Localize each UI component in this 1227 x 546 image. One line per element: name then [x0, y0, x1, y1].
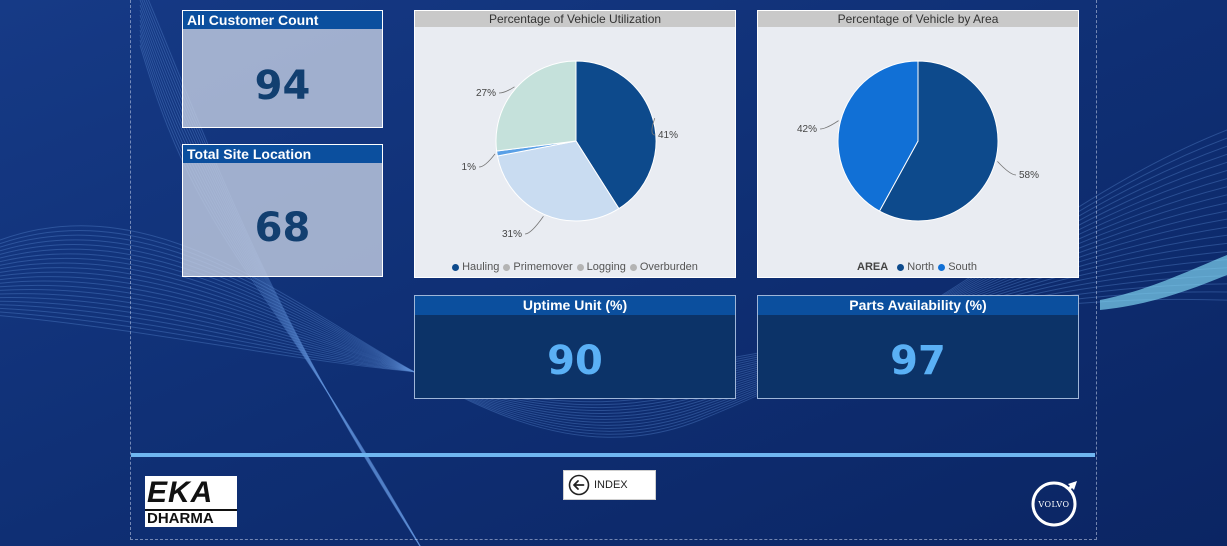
legend-item-hauling[interactable]: Hauling	[452, 261, 499, 273]
parts-availability-value: 97	[890, 338, 946, 384]
all-customer-count-label: All Customer Count	[183, 11, 382, 29]
dharma-logo-text: DHARMA	[147, 510, 214, 527]
legend-item-primemover[interactable]: Primemover	[503, 261, 573, 273]
report-canvas	[130, 0, 1097, 540]
uptime-unit-value: 90	[547, 338, 603, 384]
legend-label: South	[948, 261, 977, 273]
leader-line	[524, 216, 544, 235]
legend-label: Logging	[586, 261, 626, 273]
leader-line	[819, 120, 839, 130]
vehicle-by-area-chart[interactable]: Percentage of Vehicle by Area 58% 42% ARE…	[757, 10, 1079, 278]
legend-dot	[452, 263, 460, 271]
index-button[interactable]: INDEX	[563, 470, 656, 500]
legend-dot	[503, 263, 511, 271]
parts-availability-card: Parts Availability (%) 97	[757, 295, 1079, 399]
data-label-south: 42%	[797, 124, 817, 135]
legend-dot	[629, 263, 637, 271]
legend-item-north[interactable]: North	[897, 261, 934, 273]
legend-dot	[938, 263, 946, 271]
index-button-label: INDEX	[594, 479, 628, 491]
uptime-unit-label: Uptime Unit (%)	[415, 296, 735, 315]
legend-item-overburden[interactable]: Overburden	[629, 261, 698, 273]
volvo-logo-text: VOLVO	[1037, 500, 1069, 509]
all-customer-count-value: 94	[254, 63, 311, 109]
vehicle-utilization-title: Percentage of Vehicle Utilization	[415, 11, 735, 27]
data-label-hauling: 41%	[658, 130, 678, 141]
vehicle-utilization-pie: 41% 31% 1% 27%	[462, 60, 678, 240]
vehicle-utilization-legend: Hauling Primemover Logging Overburden	[415, 261, 735, 273]
vehicle-by-area-pie: 58% 42%	[797, 60, 1039, 222]
leader-line	[478, 153, 496, 168]
vehicle-by-area-legend: AREA North South	[758, 261, 1078, 273]
footer-divider	[131, 453, 1095, 457]
legend-item-logging[interactable]: Logging	[576, 261, 626, 273]
parts-availability-label: Parts Availability (%)	[758, 296, 1078, 315]
total-site-location-label: Total Site Location	[183, 145, 382, 163]
data-label-north: 58%	[1019, 170, 1039, 181]
total-site-location-value: 68	[254, 205, 311, 251]
pie-slice-south[interactable]	[837, 60, 919, 212]
pie-slice-primemover[interactable]	[496, 140, 620, 222]
legend-label: Hauling	[462, 261, 500, 273]
leader-line	[651, 117, 656, 136]
data-label-logging: 1%	[462, 162, 477, 173]
pie-slice-overburden[interactable]	[495, 60, 577, 152]
legend-label: Overburden	[639, 261, 698, 273]
total-site-location-card: Total Site Location 68	[182, 144, 383, 277]
legend-label: North	[907, 261, 935, 273]
volvo-logo-icon: VOLVO	[1031, 481, 1077, 527]
all-customer-count-card: All Customer Count 94	[182, 10, 383, 128]
leader-line	[997, 161, 1017, 176]
data-label-overburden: 27%	[476, 88, 496, 99]
legend-item-south[interactable]: South	[938, 261, 977, 273]
uptime-unit-card: Uptime Unit (%) 90	[414, 295, 736, 399]
eka-logo-text: EKA	[147, 476, 214, 509]
legend-label: Primemover	[513, 261, 573, 273]
data-label-primemover: 31%	[502, 229, 522, 240]
leader-line	[498, 86, 515, 94]
back-arrow-icon	[568, 474, 590, 496]
vehicle-by-area-title: Percentage of Vehicle by Area	[758, 11, 1078, 27]
legend-dot	[576, 263, 584, 271]
eka-dharma-logo: EKA DHARMA	[145, 476, 237, 527]
vehicle-utilization-chart[interactable]: Percentage of Vehicle Utilization 41% 31%…	[414, 10, 736, 278]
pie-slice-north[interactable]	[878, 60, 999, 222]
legend-dot	[897, 263, 905, 271]
area-legend-title: AREA	[857, 261, 889, 273]
